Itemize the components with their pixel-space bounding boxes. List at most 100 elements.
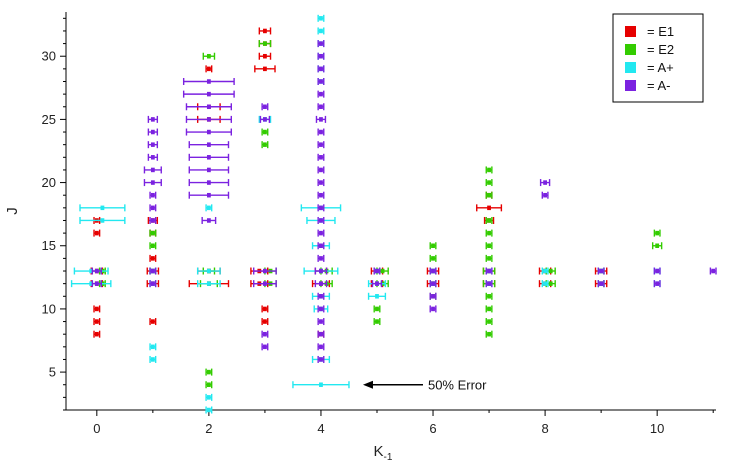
data-point [375,268,379,274]
data-point [319,281,323,286]
series-aplus [70,14,661,414]
data-point [543,192,547,198]
data-point [263,281,267,286]
data-point [319,91,323,97]
data-point [206,369,211,375]
data-point [100,205,105,211]
data-point [263,142,267,147]
legend-swatch [625,80,636,91]
data-point [319,53,323,59]
y-tick-label: 25 [42,112,56,127]
data-point [150,129,155,135]
data-point [655,268,660,274]
data-point [431,243,435,248]
data-point [319,243,323,248]
data-point [655,243,660,248]
data-point [319,129,323,135]
legend-label: = A+ [647,60,674,75]
data-point [94,306,99,312]
data-point [206,117,211,122]
data-point [263,331,267,337]
data-point [150,268,155,274]
legend-label: = A- [647,78,671,93]
data-point [263,53,267,59]
data-point [487,331,491,337]
data-point [319,142,323,147]
data-point [487,243,491,248]
data-point [319,28,323,34]
legend-label: = E2 [647,42,674,57]
data-point [150,167,155,173]
data-point [548,281,553,286]
data-point [655,230,660,236]
data-point [319,104,323,110]
series-aminus [91,40,717,363]
data-point [319,192,323,198]
data-point [150,205,155,211]
data-point [150,281,155,286]
data-point [206,167,211,173]
data-point [94,331,99,337]
data-point [206,205,211,211]
annotation-label: 50% Error [428,378,487,393]
data-point [380,268,385,274]
data-point [206,155,211,160]
data-point [150,180,155,185]
data-point [319,117,323,122]
data-point [263,306,267,312]
legend-label: = E1 [647,24,674,39]
y-tick-label: 5 [49,365,56,380]
data-point [431,294,435,299]
x-tick-label: 10 [650,421,664,436]
x-tick-label: 2 [205,421,212,436]
data-point [487,192,491,198]
data-point [655,281,660,286]
data-point [319,167,323,173]
data-point [206,53,211,59]
data-point [319,256,323,261]
legend-swatch [625,62,636,73]
data-point [487,281,491,286]
data-point [319,79,323,84]
data-point [487,180,491,185]
data-point [487,319,491,324]
data-point [150,357,155,362]
data-point [543,281,547,286]
data-point [206,104,211,110]
data-point [319,294,323,299]
data-point [319,268,323,274]
data-point [263,104,267,110]
data-point [487,167,491,173]
data-point [150,319,155,324]
data-point [150,344,155,350]
data-point [206,66,211,72]
data-point [319,16,323,21]
data-point [206,268,211,274]
data-point [206,142,211,147]
data-point [431,268,435,274]
data-point [150,218,155,223]
data-point [206,281,211,286]
data-point [150,142,155,147]
plot-axes: 0 2 4 6 8 10 5 10 15 20 25 30 [42,12,716,436]
data-point [150,192,155,198]
data-point [319,41,323,46]
data-point [319,66,323,72]
data-point [487,205,491,211]
data-point [431,256,435,261]
data-point [487,256,491,261]
y-axis-title: J [4,207,21,215]
data-point [375,319,379,324]
data-point [319,319,323,324]
y-tick-label: 20 [42,175,56,190]
data-point [431,281,435,286]
data-point [263,344,267,350]
data-point [319,357,323,362]
data-point [375,306,379,312]
data-point [319,180,323,185]
x-tick-label: 6 [429,421,436,436]
data-point [206,192,211,198]
x-tick-label: 4 [317,421,324,436]
data-point [319,382,323,387]
